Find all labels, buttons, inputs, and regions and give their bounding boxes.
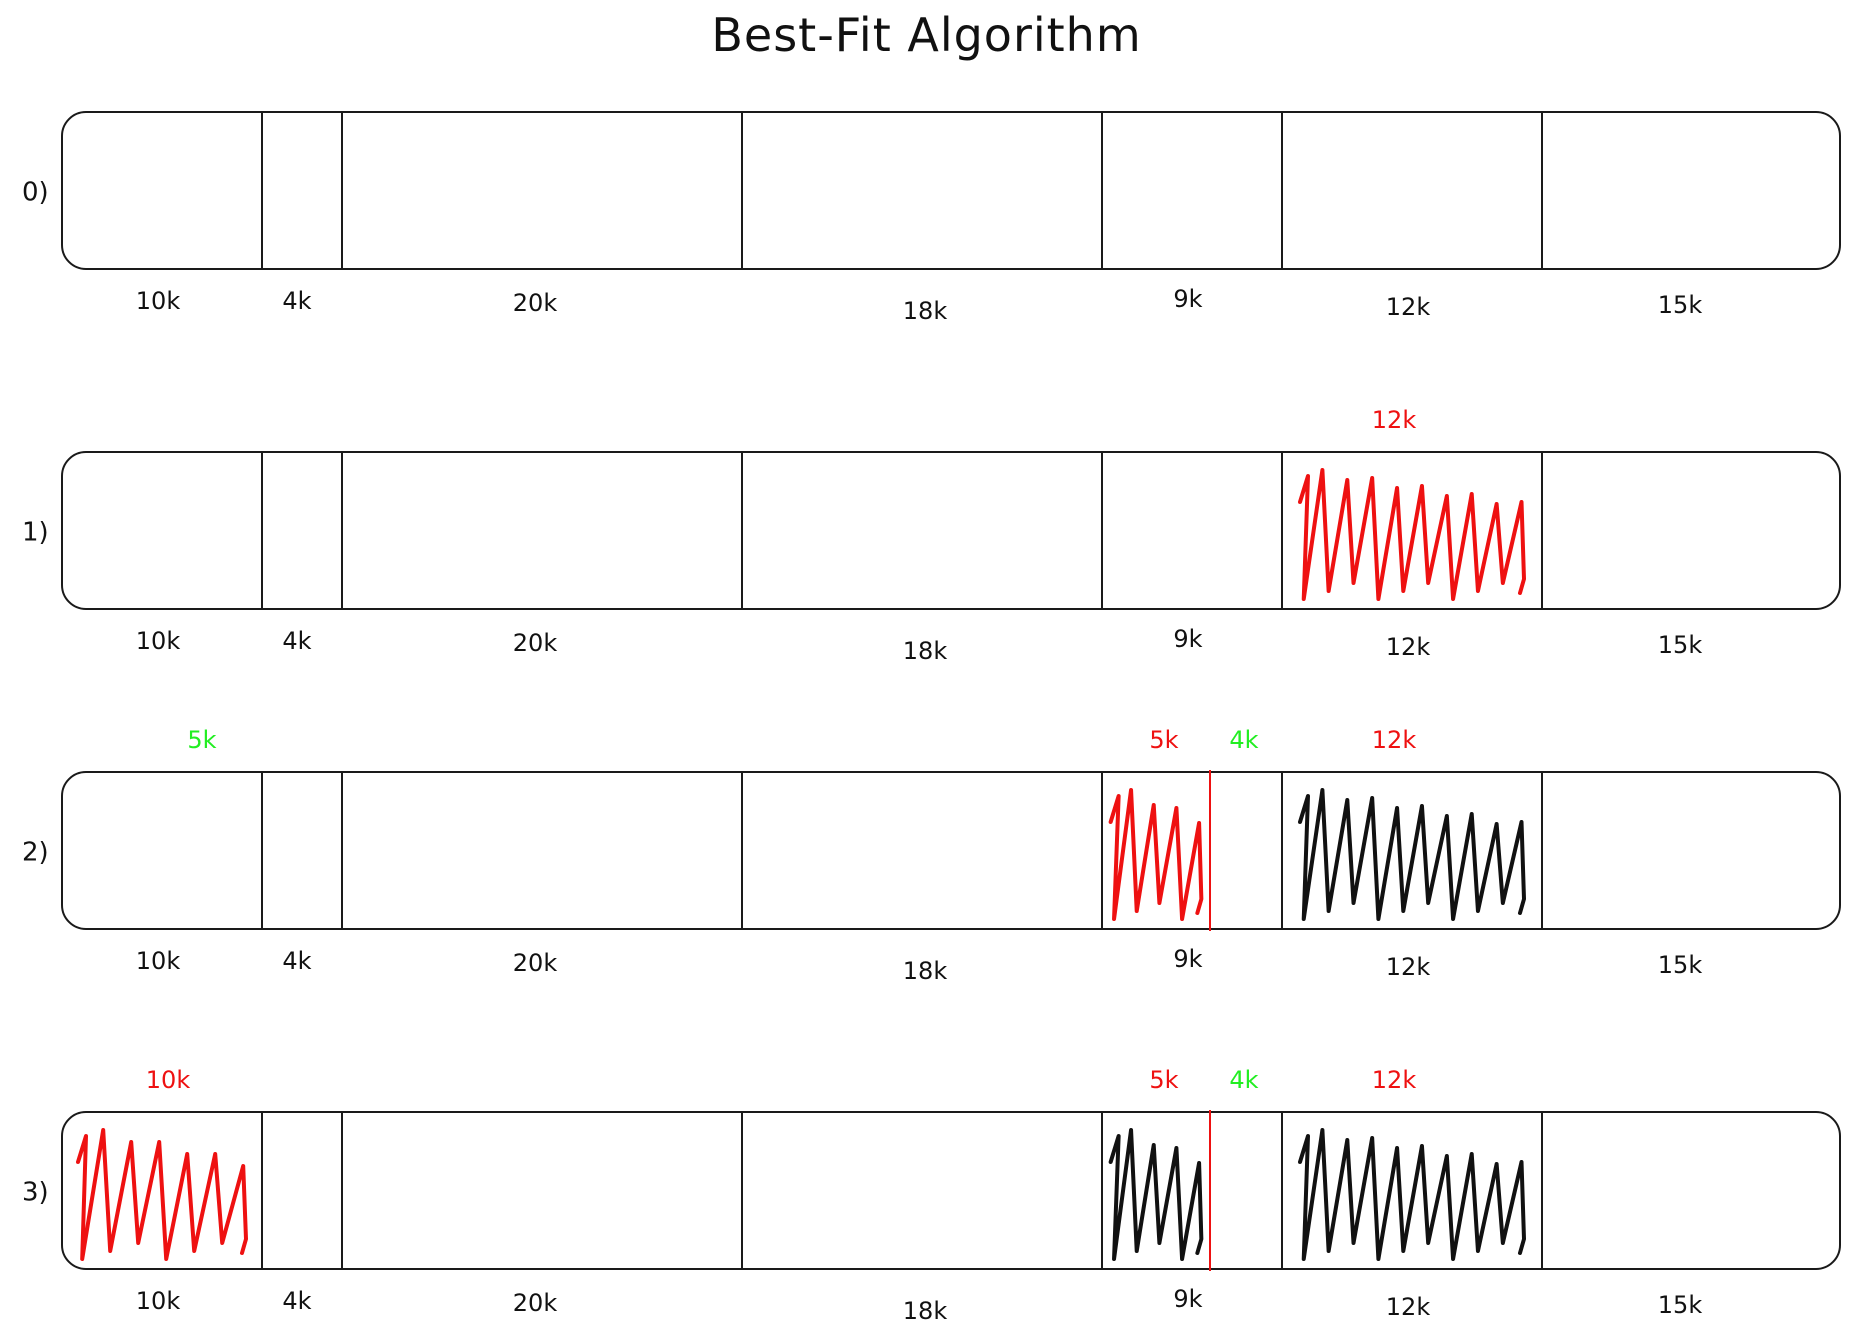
partition-size-label: 12k xyxy=(1386,1293,1431,1321)
diagram-title: Best-Fit Algorithm xyxy=(711,8,1142,62)
allocated-scribble-old xyxy=(1298,788,1526,921)
partition-size-label: 18k xyxy=(903,1297,948,1325)
partition-size-label: 12k xyxy=(1386,293,1431,321)
partition-size-label: 15k xyxy=(1658,631,1703,659)
partition-size-label: 12k xyxy=(1386,953,1431,981)
partition-size-label: 10k xyxy=(136,947,181,975)
partition-size-label: 10k xyxy=(136,627,181,655)
partition-size-label: 20k xyxy=(513,289,558,317)
allocated-scribble-new xyxy=(1298,468,1526,601)
partition-size-label: 4k xyxy=(282,287,311,315)
partition-size-label: 15k xyxy=(1658,291,1703,319)
annotation-red: 5k xyxy=(1149,1066,1178,1094)
step-row-0: 0) 10k 4k 20k 18k 9k 12k 15k xyxy=(22,111,1841,325)
step-label: 1) xyxy=(22,518,49,548)
annotation-red: 12k xyxy=(1372,726,1417,754)
memory-bar xyxy=(61,111,1841,270)
memory-bar xyxy=(61,451,1841,610)
partition-size-label: 9k xyxy=(1173,625,1202,653)
annotation-green: 4k xyxy=(1229,1066,1258,1094)
step-label: 3) xyxy=(22,1178,49,1208)
step-label: 0) xyxy=(22,178,49,208)
memory-bar xyxy=(61,1111,1841,1270)
partition-size-label: 18k xyxy=(903,637,948,665)
partition-size-label: 20k xyxy=(513,1289,558,1317)
partition-size-label: 15k xyxy=(1658,951,1703,979)
partition-size-label: 10k xyxy=(136,287,181,315)
step-row-2: 2) 10k 4k 20k 18k 9k 12k 15k 5k 5k 4k 12k xyxy=(22,726,1841,985)
allocated-scribble-old xyxy=(1298,1128,1526,1261)
annotation-green: 5k xyxy=(187,726,216,754)
annotation-red: 5k xyxy=(1149,726,1178,754)
partition-size-label: 10k xyxy=(136,1287,181,1315)
partition-size-label: 20k xyxy=(513,949,558,977)
step-row-1: 1) 10k 4k 20k 18k 9k 12k 15k 12k xyxy=(22,406,1841,665)
partition-size-label: 4k xyxy=(282,1287,311,1315)
partition-size-label: 15k xyxy=(1658,1291,1703,1319)
partition-size-label: 4k xyxy=(282,627,311,655)
annotation-red: 12k xyxy=(1372,1066,1417,1094)
annotation-red: 12k xyxy=(1372,406,1417,434)
allocated-scribble-old xyxy=(1108,1128,1204,1261)
step-row-3: 3) 10k 4k 20k 18k 9k 12k 15k 10k 5k 4k 12k xyxy=(22,1066,1841,1325)
partition-size-label: 9k xyxy=(1173,1285,1202,1313)
partition-size-label: 9k xyxy=(1173,285,1202,313)
partition-size-label: 18k xyxy=(903,957,948,985)
allocated-scribble-new xyxy=(1108,788,1204,921)
allocated-scribble-new xyxy=(76,1128,248,1261)
annotation-red: 10k xyxy=(146,1066,191,1094)
partition-size-label: 9k xyxy=(1173,945,1202,973)
partition-size-label: 4k xyxy=(282,947,311,975)
memory-bar xyxy=(61,771,1841,930)
partition-size-label: 18k xyxy=(903,297,948,325)
partition-size-label: 20k xyxy=(513,629,558,657)
partition-size-label: 12k xyxy=(1386,633,1431,661)
step-label: 2) xyxy=(22,838,49,868)
annotation-green: 4k xyxy=(1229,726,1258,754)
